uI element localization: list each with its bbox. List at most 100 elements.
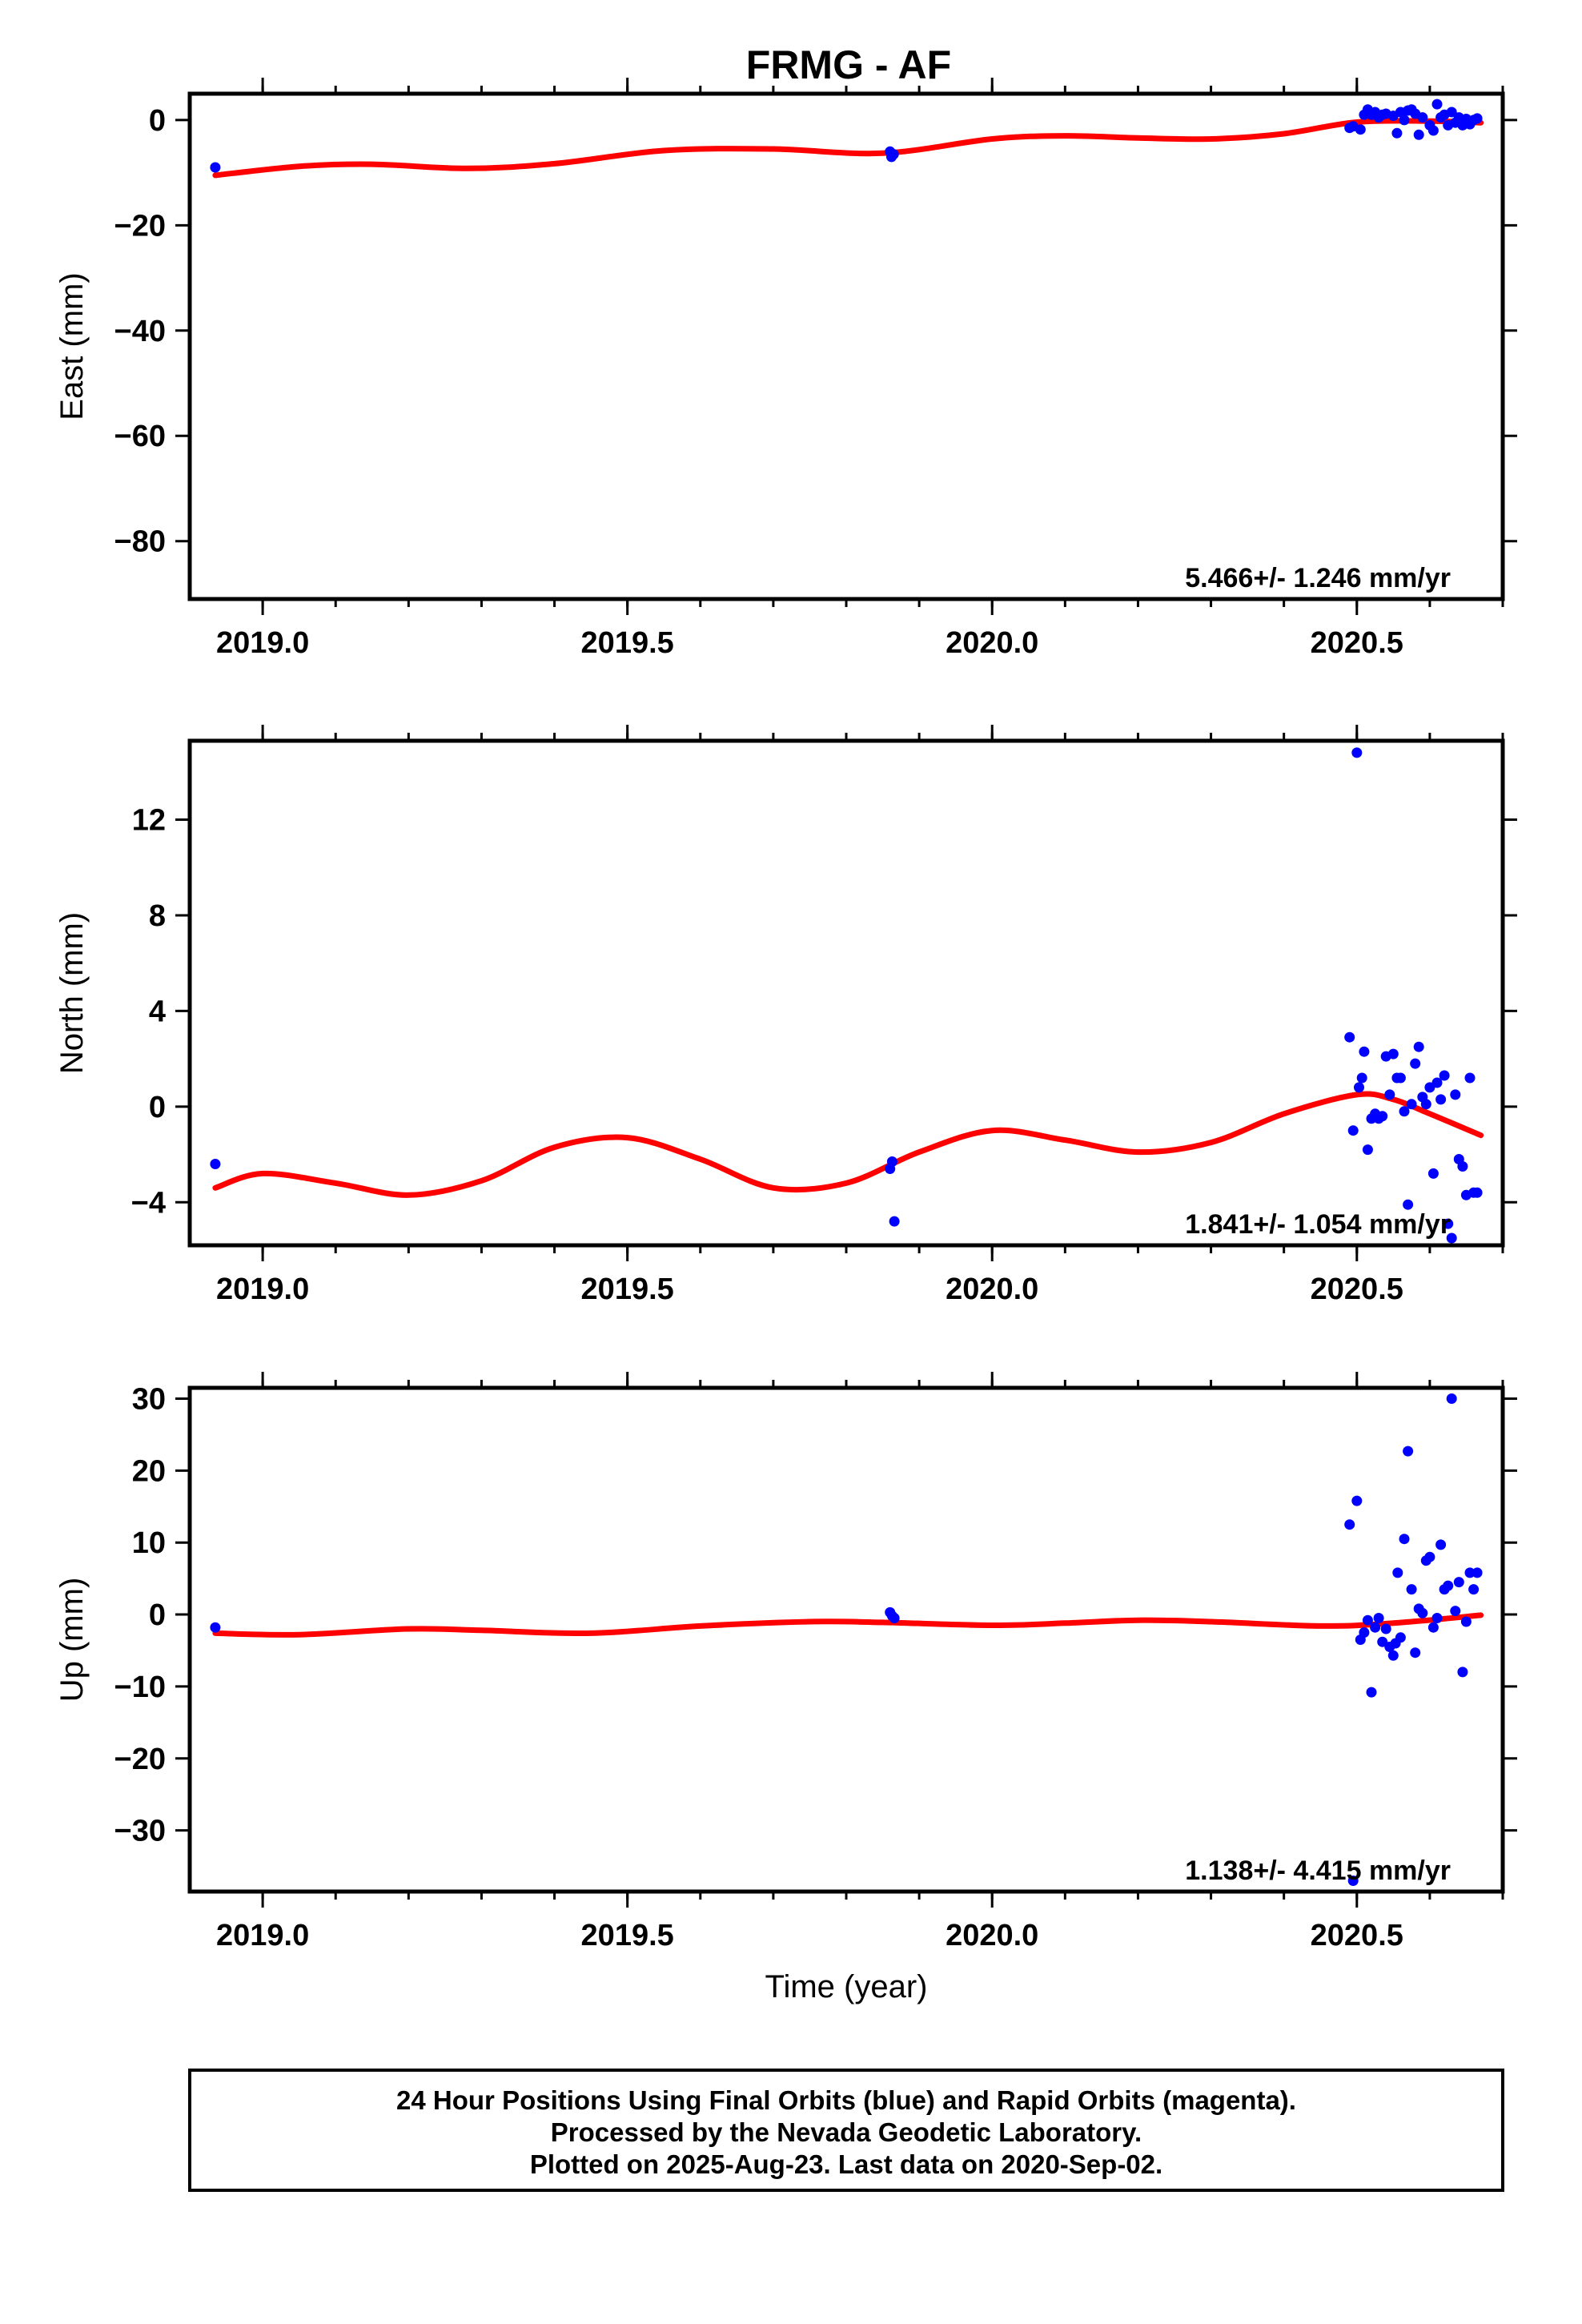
caption-line-2: Processed by the Nevada Geodetic Laborat…	[551, 2117, 1142, 2147]
data-point	[210, 1159, 221, 1169]
y-tick-label: −20	[114, 1743, 166, 1776]
data-point	[1362, 1144, 1373, 1156]
data-point	[1344, 1031, 1355, 1043]
y-tick-label: 0	[149, 1598, 166, 1632]
data-point	[1366, 1687, 1377, 1698]
data-point	[888, 149, 899, 160]
figure-title: FRMG - AF	[746, 42, 951, 87]
y-tick-label: −4	[131, 1186, 166, 1220]
data-point	[1362, 1614, 1373, 1626]
y-tick-label: 12	[132, 804, 166, 838]
y-tick-label: 4	[149, 995, 166, 1028]
y-tick-label: 30	[132, 1382, 166, 1416]
data-point	[1435, 1539, 1447, 1550]
data-point	[1359, 1627, 1370, 1638]
data-point	[1410, 1647, 1421, 1659]
velocity-annotation: 1.138+/- 4.415 mm/yr	[1185, 1856, 1451, 1886]
data-point	[1431, 1613, 1443, 1623]
data-point	[1417, 1607, 1428, 1618]
y-tick-label: 0	[149, 104, 166, 138]
data-point	[889, 1216, 900, 1227]
x-tick-label: 2020.0	[946, 1273, 1038, 1306]
data-point	[1472, 1187, 1483, 1198]
data-point	[1413, 1041, 1424, 1052]
data-point	[1420, 1099, 1431, 1110]
data-point	[1406, 1099, 1417, 1110]
data-point	[1380, 1623, 1391, 1634]
data-point	[1446, 1393, 1457, 1404]
data-point	[1387, 1048, 1399, 1059]
model-curve	[212, 1091, 1484, 1198]
y-tick-label: 8	[149, 899, 166, 933]
data-point	[1450, 1606, 1461, 1617]
up-panel: 30 20 10 0 −10 −20 −30 2019.0 2019.5 2020.0 2020.5…	[54, 1372, 1517, 2004]
data-point	[1403, 1199, 1414, 1210]
data-point	[1457, 1161, 1468, 1172]
y-tick-label: −10	[114, 1671, 166, 1704]
data-point	[1377, 1111, 1388, 1122]
data-point	[1472, 1567, 1483, 1578]
x-tick-label: 2020.5	[1311, 626, 1403, 660]
data-point	[1427, 1622, 1439, 1633]
data-point	[1351, 1495, 1363, 1506]
data-point	[1439, 1070, 1450, 1081]
y-tick-label: −60	[114, 420, 166, 453]
y-axis-label: North (mm)	[54, 912, 90, 1074]
data-point	[1384, 1089, 1395, 1100]
x-tick-label: 2020.0	[946, 1919, 1038, 1952]
y-tick-label: −80	[114, 525, 166, 559]
data-point	[1403, 1445, 1414, 1457]
data-point	[1347, 1876, 1359, 1886]
y-tick-label: −20	[114, 209, 166, 243]
plot-frame	[187, 738, 1505, 1248]
data-point	[1431, 1077, 1443, 1088]
x-axis-label: Time (year)	[765, 1969, 928, 2004]
y-axis-label: East (mm)	[54, 272, 90, 420]
x-tick-label: 2019.0	[216, 626, 309, 660]
data-point	[1464, 1072, 1476, 1084]
data-point	[1460, 1616, 1472, 1627]
data-point	[1355, 124, 1366, 135]
y-tick-label: 0	[149, 1091, 166, 1124]
y-tick-label: 20	[132, 1454, 166, 1488]
data-point	[1399, 1534, 1410, 1545]
model-curve	[212, 118, 1484, 179]
x-tick-label: 2020.5	[1311, 1273, 1403, 1306]
data-point	[1392, 1567, 1403, 1578]
data-point	[1427, 125, 1439, 136]
x-tick-label: 2020.0	[946, 626, 1038, 660]
data-point	[1450, 1089, 1461, 1100]
y-tick-label: −30	[114, 1815, 166, 1848]
data-point	[1391, 127, 1403, 139]
data-point	[1468, 1584, 1480, 1595]
data-point	[1387, 1650, 1399, 1661]
x-tick-label: 2019.0	[216, 1919, 309, 1952]
data-point	[1399, 115, 1410, 126]
data-point	[1370, 1622, 1381, 1633]
data-point	[1446, 107, 1457, 118]
y-tick-label: 10	[132, 1526, 166, 1560]
data-point	[1427, 1168, 1439, 1179]
x-tick-label: 2019.5	[581, 626, 674, 660]
data-point	[886, 1156, 897, 1167]
x-tick-label: 2019.5	[581, 1273, 674, 1306]
data-point	[210, 1622, 221, 1633]
north-panel: 12 8 4 0 −4 2019.0 2019.5 2020.0 2020.5 North (mm…	[54, 725, 1517, 1306]
data-point	[1410, 1058, 1421, 1069]
model-curve	[212, 1612, 1484, 1638]
data-point	[1472, 113, 1483, 124]
data-point	[1395, 1072, 1406, 1084]
plot-frame	[187, 91, 1505, 601]
y-axis-label: Up (mm)	[54, 1578, 90, 1703]
data-point	[1359, 1046, 1370, 1057]
x-tick-label: 2020.5	[1311, 1919, 1403, 1952]
data-point	[1443, 1580, 1454, 1591]
data-point	[1417, 112, 1428, 123]
data-point	[1347, 1125, 1359, 1136]
data-point	[1356, 1072, 1367, 1084]
data-point	[1446, 1232, 1457, 1244]
velocity-annotation: 5.466+/- 1.246 mm/yr	[1185, 563, 1451, 593]
data-point	[1344, 1519, 1355, 1530]
data-point	[1443, 1218, 1454, 1229]
data-point	[1399, 1106, 1410, 1117]
